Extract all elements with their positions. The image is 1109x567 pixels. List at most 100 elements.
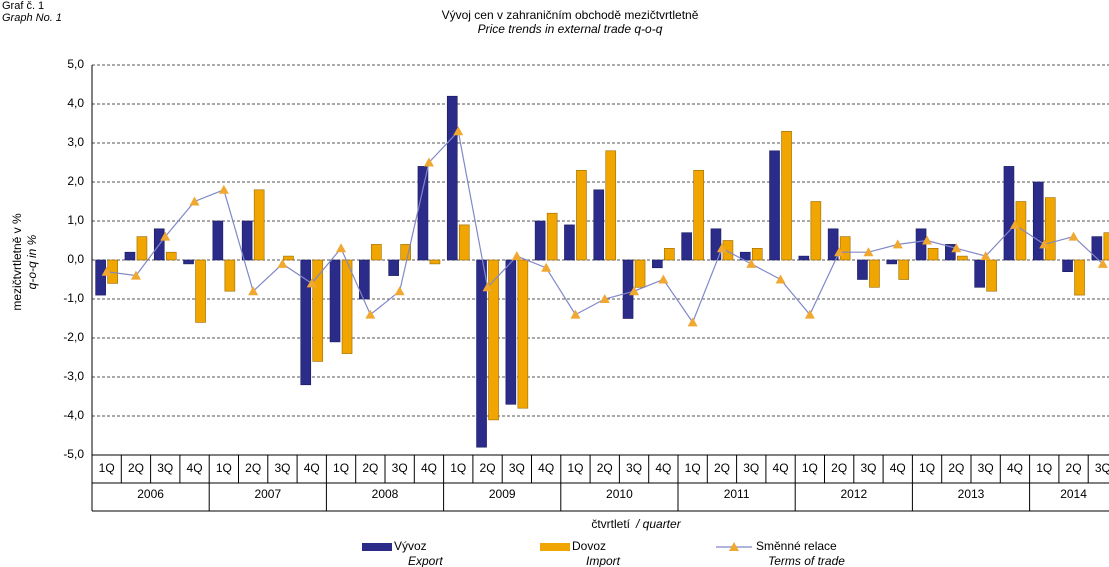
bar — [476, 259, 487, 448]
marker — [570, 309, 581, 319]
bar — [359, 259, 370, 300]
year-label: 2014 — [1060, 487, 1087, 501]
marker — [1039, 239, 1050, 249]
bar — [1091, 236, 1103, 261]
marker — [248, 286, 259, 296]
bar — [751, 248, 763, 261]
y-tick-label: 0,0 — [67, 252, 84, 266]
marker — [394, 286, 405, 296]
legend-label-en: Export — [408, 554, 443, 567]
bar — [957, 255, 968, 261]
y-tick-label: 4,0 — [67, 96, 84, 110]
x-tick-label: 3Q — [157, 461, 173, 475]
bar — [1032, 181, 1044, 261]
bar — [329, 259, 341, 343]
x-tick-label: 4Q — [655, 461, 671, 475]
x-tick-label: 2Q — [714, 461, 730, 475]
bar — [517, 259, 529, 409]
x-tick-label: 1Q — [567, 461, 583, 475]
bar — [505, 259, 517, 405]
x-tick-label: 3Q — [626, 461, 642, 475]
bar — [857, 259, 868, 280]
year-label: 2010 — [606, 487, 633, 501]
x-tick-label: 2Q — [245, 461, 261, 475]
bar — [341, 259, 353, 354]
marker — [277, 258, 288, 268]
marker — [629, 286, 640, 296]
bar — [869, 259, 880, 288]
bar — [710, 228, 722, 261]
bar — [253, 189, 265, 261]
y-tick-label: -3,0 — [63, 369, 84, 383]
x-axis-label-en: / quarter — [635, 517, 682, 531]
x-tick-label: 2Q — [831, 461, 847, 475]
bar — [781, 131, 792, 261]
bar — [974, 259, 985, 288]
bar — [593, 189, 605, 261]
bar — [136, 236, 148, 261]
x-tick-label: 3Q — [392, 461, 408, 475]
y-tick-label: -1,0 — [63, 291, 84, 305]
bar — [165, 251, 177, 261]
x-tick-label: 1Q — [1036, 461, 1052, 475]
x-tick-label: 4Q — [421, 461, 437, 475]
marker — [541, 262, 552, 272]
marker — [658, 274, 669, 284]
y-tick-label: -4,0 — [63, 408, 84, 422]
bar — [1044, 197, 1056, 261]
x-tick-label: 2Q — [597, 461, 613, 475]
bar — [1015, 201, 1027, 261]
bar — [546, 212, 558, 261]
marker — [804, 309, 815, 319]
bar — [429, 259, 441, 265]
legend-label-en: Terms of trade — [768, 554, 845, 567]
bar — [488, 259, 499, 421]
marker — [511, 251, 522, 261]
year-label: 2008 — [372, 487, 399, 501]
marker — [130, 270, 141, 280]
x-tick-label: 3Q — [509, 461, 525, 475]
marker — [306, 278, 317, 288]
graph-label: Graf č. 1 — [2, 0, 44, 12]
marker — [746, 258, 757, 268]
x-tick-label: 2Q — [362, 461, 378, 475]
x-tick-label: 2Q — [1066, 461, 1082, 475]
marker — [599, 294, 610, 303]
bar — [652, 259, 663, 269]
y-axis-label: mezičtvrtletně v % — [10, 213, 24, 311]
marker — [922, 235, 933, 245]
bar — [212, 220, 224, 261]
legend-label: Dovoz — [572, 539, 606, 553]
y-tick-label: 2,0 — [67, 174, 84, 188]
bar — [95, 259, 106, 296]
bar — [283, 255, 294, 261]
bar — [371, 244, 382, 261]
legend-marker — [729, 542, 739, 551]
year-label: 2013 — [958, 487, 985, 501]
year-label: 2007 — [254, 487, 281, 501]
x-tick-label: 1Q — [450, 461, 466, 475]
marker — [423, 157, 434, 167]
x-tick-label: 1Q — [99, 461, 115, 475]
bar — [388, 259, 399, 276]
x-axis-label: čtvrtletí — [591, 517, 630, 531]
chart-subtitle: Price trends in external trade q-o-q — [478, 22, 663, 36]
bar — [1003, 166, 1015, 261]
x-tick-label: 1Q — [685, 461, 701, 475]
y-tick-label: 5,0 — [67, 57, 84, 71]
bar — [576, 170, 587, 261]
x-tick-label: 2Q — [480, 461, 496, 475]
marker — [716, 243, 727, 253]
bar — [195, 259, 206, 323]
bar — [810, 201, 822, 261]
x-tick-label: 3Q — [860, 461, 876, 475]
year-label: 2009 — [489, 487, 516, 501]
marker — [160, 231, 171, 241]
bar — [1103, 232, 1109, 261]
marker — [218, 184, 229, 194]
bar — [605, 150, 617, 261]
bar — [458, 224, 470, 261]
y-tick-label: 1,0 — [67, 213, 84, 227]
marker — [687, 317, 698, 327]
